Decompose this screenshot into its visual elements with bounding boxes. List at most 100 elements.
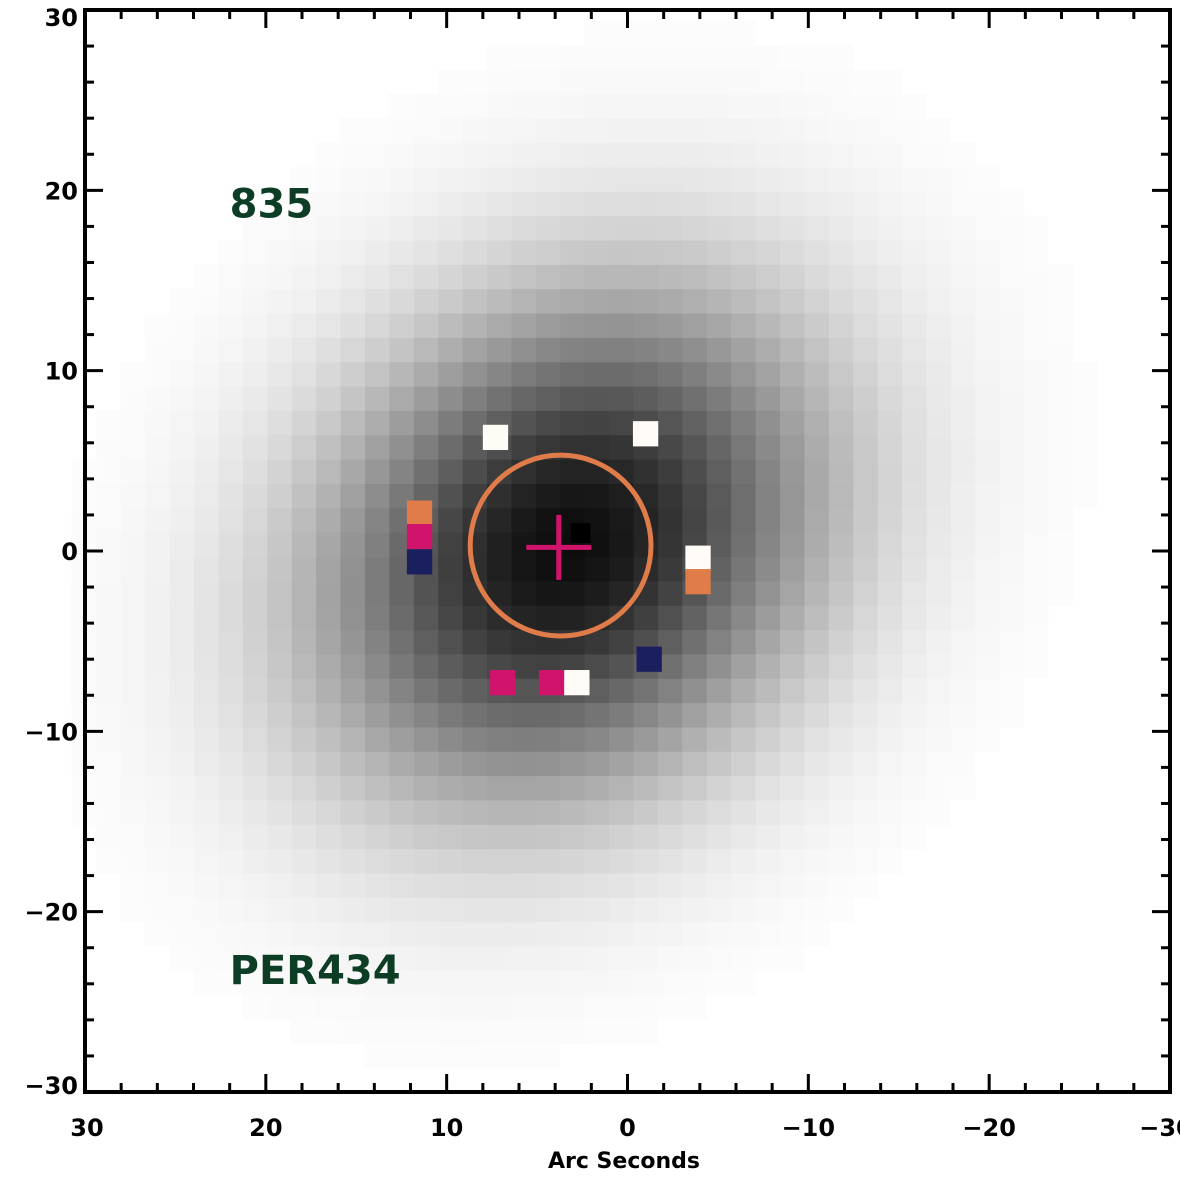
- heatmap-cell: [315, 434, 341, 460]
- heatmap-cell: [193, 945, 219, 971]
- heatmap-cell: [193, 507, 219, 533]
- heatmap-cell: [681, 629, 707, 655]
- heatmap-cell: [608, 118, 634, 144]
- heatmap-cell: [510, 872, 536, 898]
- heatmap-cell: [779, 45, 805, 71]
- heatmap-cell: [193, 824, 219, 850]
- heatmap-cell: [828, 556, 854, 582]
- heatmap-cell: [266, 483, 292, 509]
- heatmap-cell: [803, 872, 829, 898]
- heatmap-cell: [339, 459, 365, 484]
- heatmap-cell: [632, 20, 658, 46]
- heatmap-cell: [486, 921, 512, 947]
- heatmap-cell: [779, 507, 805, 533]
- heatmap-cell: [462, 994, 488, 1020]
- heatmap-cell: [535, 1018, 561, 1044]
- heatmap-cell: [315, 410, 341, 436]
- heatmap-cell: [193, 751, 219, 777]
- heatmap-cell: [291, 191, 317, 217]
- heatmap-cell: [144, 751, 170, 777]
- heatmap-cell: [754, 215, 780, 241]
- heatmap-cell: [779, 312, 805, 338]
- heatmap-cell: [706, 166, 732, 192]
- heatmap-cell: [559, 726, 585, 752]
- heatmap-cell: [291, 507, 317, 533]
- heatmap-cell: [706, 848, 732, 874]
- heatmap-cell: [315, 1018, 341, 1044]
- heatmap-cell: [510, 702, 536, 728]
- heatmap-cell: [315, 848, 341, 874]
- heatmap-cell: [144, 897, 170, 923]
- heatmap-cell: [877, 69, 903, 95]
- heatmap-cell: [144, 385, 170, 411]
- x-tick-label: 10: [430, 1114, 463, 1142]
- heatmap-cell: [169, 702, 195, 728]
- heatmap-cell: [193, 799, 219, 825]
- heatmap-cell: [584, 994, 610, 1020]
- heatmap-cell: [193, 897, 219, 923]
- heatmap-cell: [266, 824, 292, 850]
- heatmap-cell: [535, 532, 561, 558]
- heatmap-cell: [193, 483, 219, 509]
- heatmap-cell: [437, 702, 463, 728]
- heatmap-cell: [559, 848, 585, 874]
- heatmap-cell: [315, 288, 341, 314]
- heatmap-cell: [462, 118, 488, 144]
- heatmap-cell: [388, 1043, 414, 1069]
- heatmap-cell: [169, 532, 195, 558]
- heatmap-cell: [339, 653, 365, 679]
- heatmap-cell: [486, 629, 512, 655]
- heatmap-cell: [681, 824, 707, 850]
- heatmap-cell: [828, 93, 854, 119]
- heatmap-cell: [315, 970, 341, 996]
- heatmap-cell: [852, 288, 878, 314]
- heatmap-cell: [852, 118, 878, 144]
- heatmap-cell: [217, 361, 243, 387]
- colored-pixel: [636, 646, 662, 672]
- heatmap-cell: [291, 799, 317, 825]
- heatmap-cell: [754, 239, 780, 265]
- heatmap-cell: [754, 142, 780, 168]
- heatmap-cell: [315, 361, 341, 387]
- heatmap-cell: [925, 361, 951, 387]
- heatmap-cell: [657, 239, 683, 265]
- heatmap-cell: [657, 556, 683, 582]
- heatmap-cell: [315, 994, 341, 1020]
- heatmap-cell: [779, 897, 805, 923]
- heatmap-cell: [266, 726, 292, 752]
- heatmap-cell: [754, 629, 780, 655]
- heatmap-cell: [730, 970, 756, 996]
- heatmap-cell: [1047, 507, 1073, 533]
- heatmap-cell: [291, 970, 317, 996]
- heatmap-cell: [1047, 580, 1073, 606]
- heatmap-cell: [1023, 434, 1049, 460]
- heatmap-cell: [1023, 361, 1049, 387]
- heatmap-cell: [584, 69, 610, 95]
- heatmap-cell: [364, 191, 390, 217]
- heatmap-cell: [144, 848, 170, 874]
- heatmap-cell: [193, 288, 219, 314]
- heatmap-cell: [535, 93, 561, 119]
- heatmap-cell: [535, 459, 561, 484]
- heatmap-cell: [852, 872, 878, 898]
- heatmap-cell: [657, 921, 683, 947]
- heatmap-cell: [462, 945, 488, 971]
- heatmap-cell: [437, 69, 463, 95]
- heatmap-cell: [388, 288, 414, 314]
- heatmap-cell: [901, 191, 927, 217]
- heatmap-cell: [339, 288, 365, 314]
- heatmap-cell: [925, 166, 951, 192]
- heatmap-cell: [339, 191, 365, 217]
- heatmap-cell: [852, 678, 878, 704]
- heatmap-cell: [779, 239, 805, 265]
- heatmap-cell: [730, 337, 756, 363]
- heatmap-cell: [779, 751, 805, 777]
- heatmap-cell: [315, 483, 341, 509]
- heatmap-cell: [413, 994, 439, 1020]
- heatmap-cell: [852, 93, 878, 119]
- heatmap-cell: [925, 434, 951, 460]
- heatmap-cell: [437, 556, 463, 582]
- heatmap-cell: [828, 434, 854, 460]
- heatmap-cell: [95, 483, 121, 509]
- heatmap-cell: [510, 191, 536, 217]
